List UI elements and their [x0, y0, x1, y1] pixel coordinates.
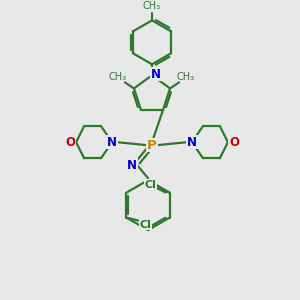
Text: P: P: [147, 139, 157, 152]
Text: CH₃: CH₃: [143, 2, 161, 11]
Text: CH₃: CH₃: [177, 72, 195, 82]
Text: N: N: [151, 68, 161, 81]
Text: N: N: [107, 136, 117, 149]
Text: O: O: [65, 136, 75, 149]
Text: N: N: [187, 136, 197, 149]
Text: CH₃: CH₃: [109, 72, 127, 82]
Text: Cl: Cl: [145, 180, 157, 190]
Text: N: N: [127, 159, 137, 172]
Text: Cl: Cl: [140, 220, 151, 230]
Text: O: O: [229, 136, 239, 149]
